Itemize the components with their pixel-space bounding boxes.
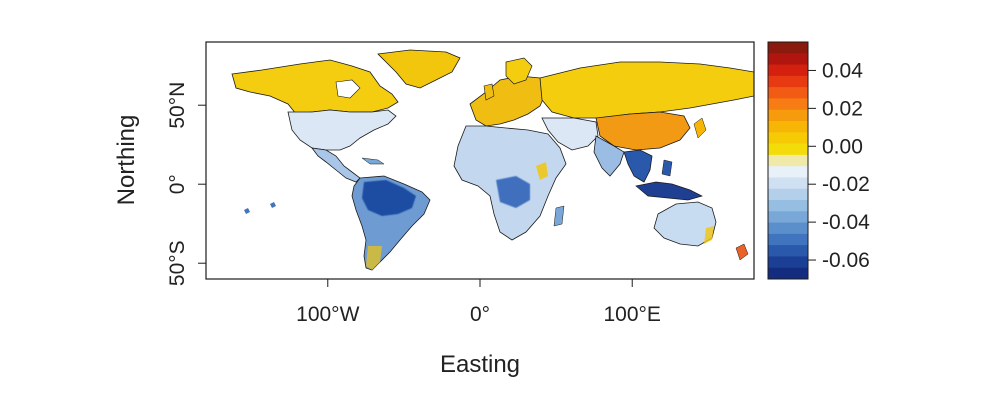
y-tick-label: 0° xyxy=(166,174,189,194)
land-china xyxy=(595,111,691,151)
east-africa-highlands xyxy=(536,162,548,180)
colorbar-swatch xyxy=(768,42,808,54)
map-panel xyxy=(205,41,755,280)
land-islands-pacific xyxy=(244,202,276,214)
colorbar-swatch xyxy=(768,267,808,280)
colorbar-swatch xyxy=(768,53,808,66)
colorbar-swatch xyxy=(768,200,808,212)
x-tick-label: 100°W xyxy=(296,303,359,326)
x-tick-label: 100°E xyxy=(603,303,660,326)
colorbar-tick-label: 0.02 xyxy=(822,97,863,120)
land-new-zealand xyxy=(735,243,749,261)
colorbar-tick-label: -0.06 xyxy=(822,249,870,272)
colorbar-swatch xyxy=(768,222,808,235)
colorbar-swatch xyxy=(768,154,808,167)
colorbar-swatch xyxy=(768,109,808,122)
y-tick-label: 50°S xyxy=(166,240,189,286)
colorbar-swatch xyxy=(768,143,808,156)
colorbar-swatch xyxy=(768,256,808,269)
land-russia xyxy=(539,61,754,119)
colorbar-tick-label: -0.04 xyxy=(822,211,870,234)
land-caribbean xyxy=(361,157,385,165)
y-axis-title: Northing xyxy=(113,115,140,206)
land-north-america-north xyxy=(231,59,399,115)
colorbar-frame xyxy=(767,41,809,280)
x-axis: 100°W 0° 100°E xyxy=(296,279,661,326)
land-scandinavia xyxy=(505,57,533,85)
congo-basin xyxy=(496,176,530,208)
land-philippines xyxy=(661,159,673,177)
amazon-basin xyxy=(362,180,416,216)
land-masses xyxy=(231,49,754,271)
y-axis: 50°N 0° 50°S xyxy=(166,82,206,286)
land-madagascar xyxy=(553,205,565,227)
colorbar-swatch xyxy=(768,211,808,224)
land-southeast-asia xyxy=(623,149,653,183)
y-tick-label: 50°N xyxy=(166,82,189,129)
colorbar-swatch xyxy=(768,75,808,88)
australia-east-coast xyxy=(704,226,714,244)
colorbar-swatch xyxy=(768,87,808,99)
land-japan xyxy=(693,117,707,139)
colorbar-tick-label: -0.02 xyxy=(822,173,870,196)
colorbar-swatch xyxy=(768,132,808,145)
x-axis-title: Easting xyxy=(440,351,520,378)
colorbar-legend: 0.04 0.02 0.00 -0.02 -0.04 -0.06 xyxy=(767,41,870,280)
land-middle-east xyxy=(541,117,599,151)
colorbar-swatch xyxy=(768,121,808,133)
colorbar-swatch xyxy=(768,64,808,77)
hudson-bay xyxy=(335,79,361,99)
land-north-america-south xyxy=(287,109,397,151)
colorbar-swatch xyxy=(768,166,808,178)
colorbar-swatch xyxy=(768,177,808,190)
land-india xyxy=(593,135,625,177)
south-america-south-tip xyxy=(366,246,382,270)
land-greenland xyxy=(377,49,461,89)
colorbar-swatch xyxy=(768,233,808,246)
colorbar-swatch xyxy=(768,245,808,257)
colorbar-swatch xyxy=(768,98,808,111)
colorbar-swatch xyxy=(768,188,808,201)
colorbar-tick-label: 0.04 xyxy=(822,59,863,82)
colorbar-tick-label: 0.00 xyxy=(822,135,863,158)
land-uk xyxy=(483,83,495,101)
land-indonesia xyxy=(635,181,703,201)
land-central-america xyxy=(311,147,361,183)
x-tick-label: 0° xyxy=(470,303,490,326)
